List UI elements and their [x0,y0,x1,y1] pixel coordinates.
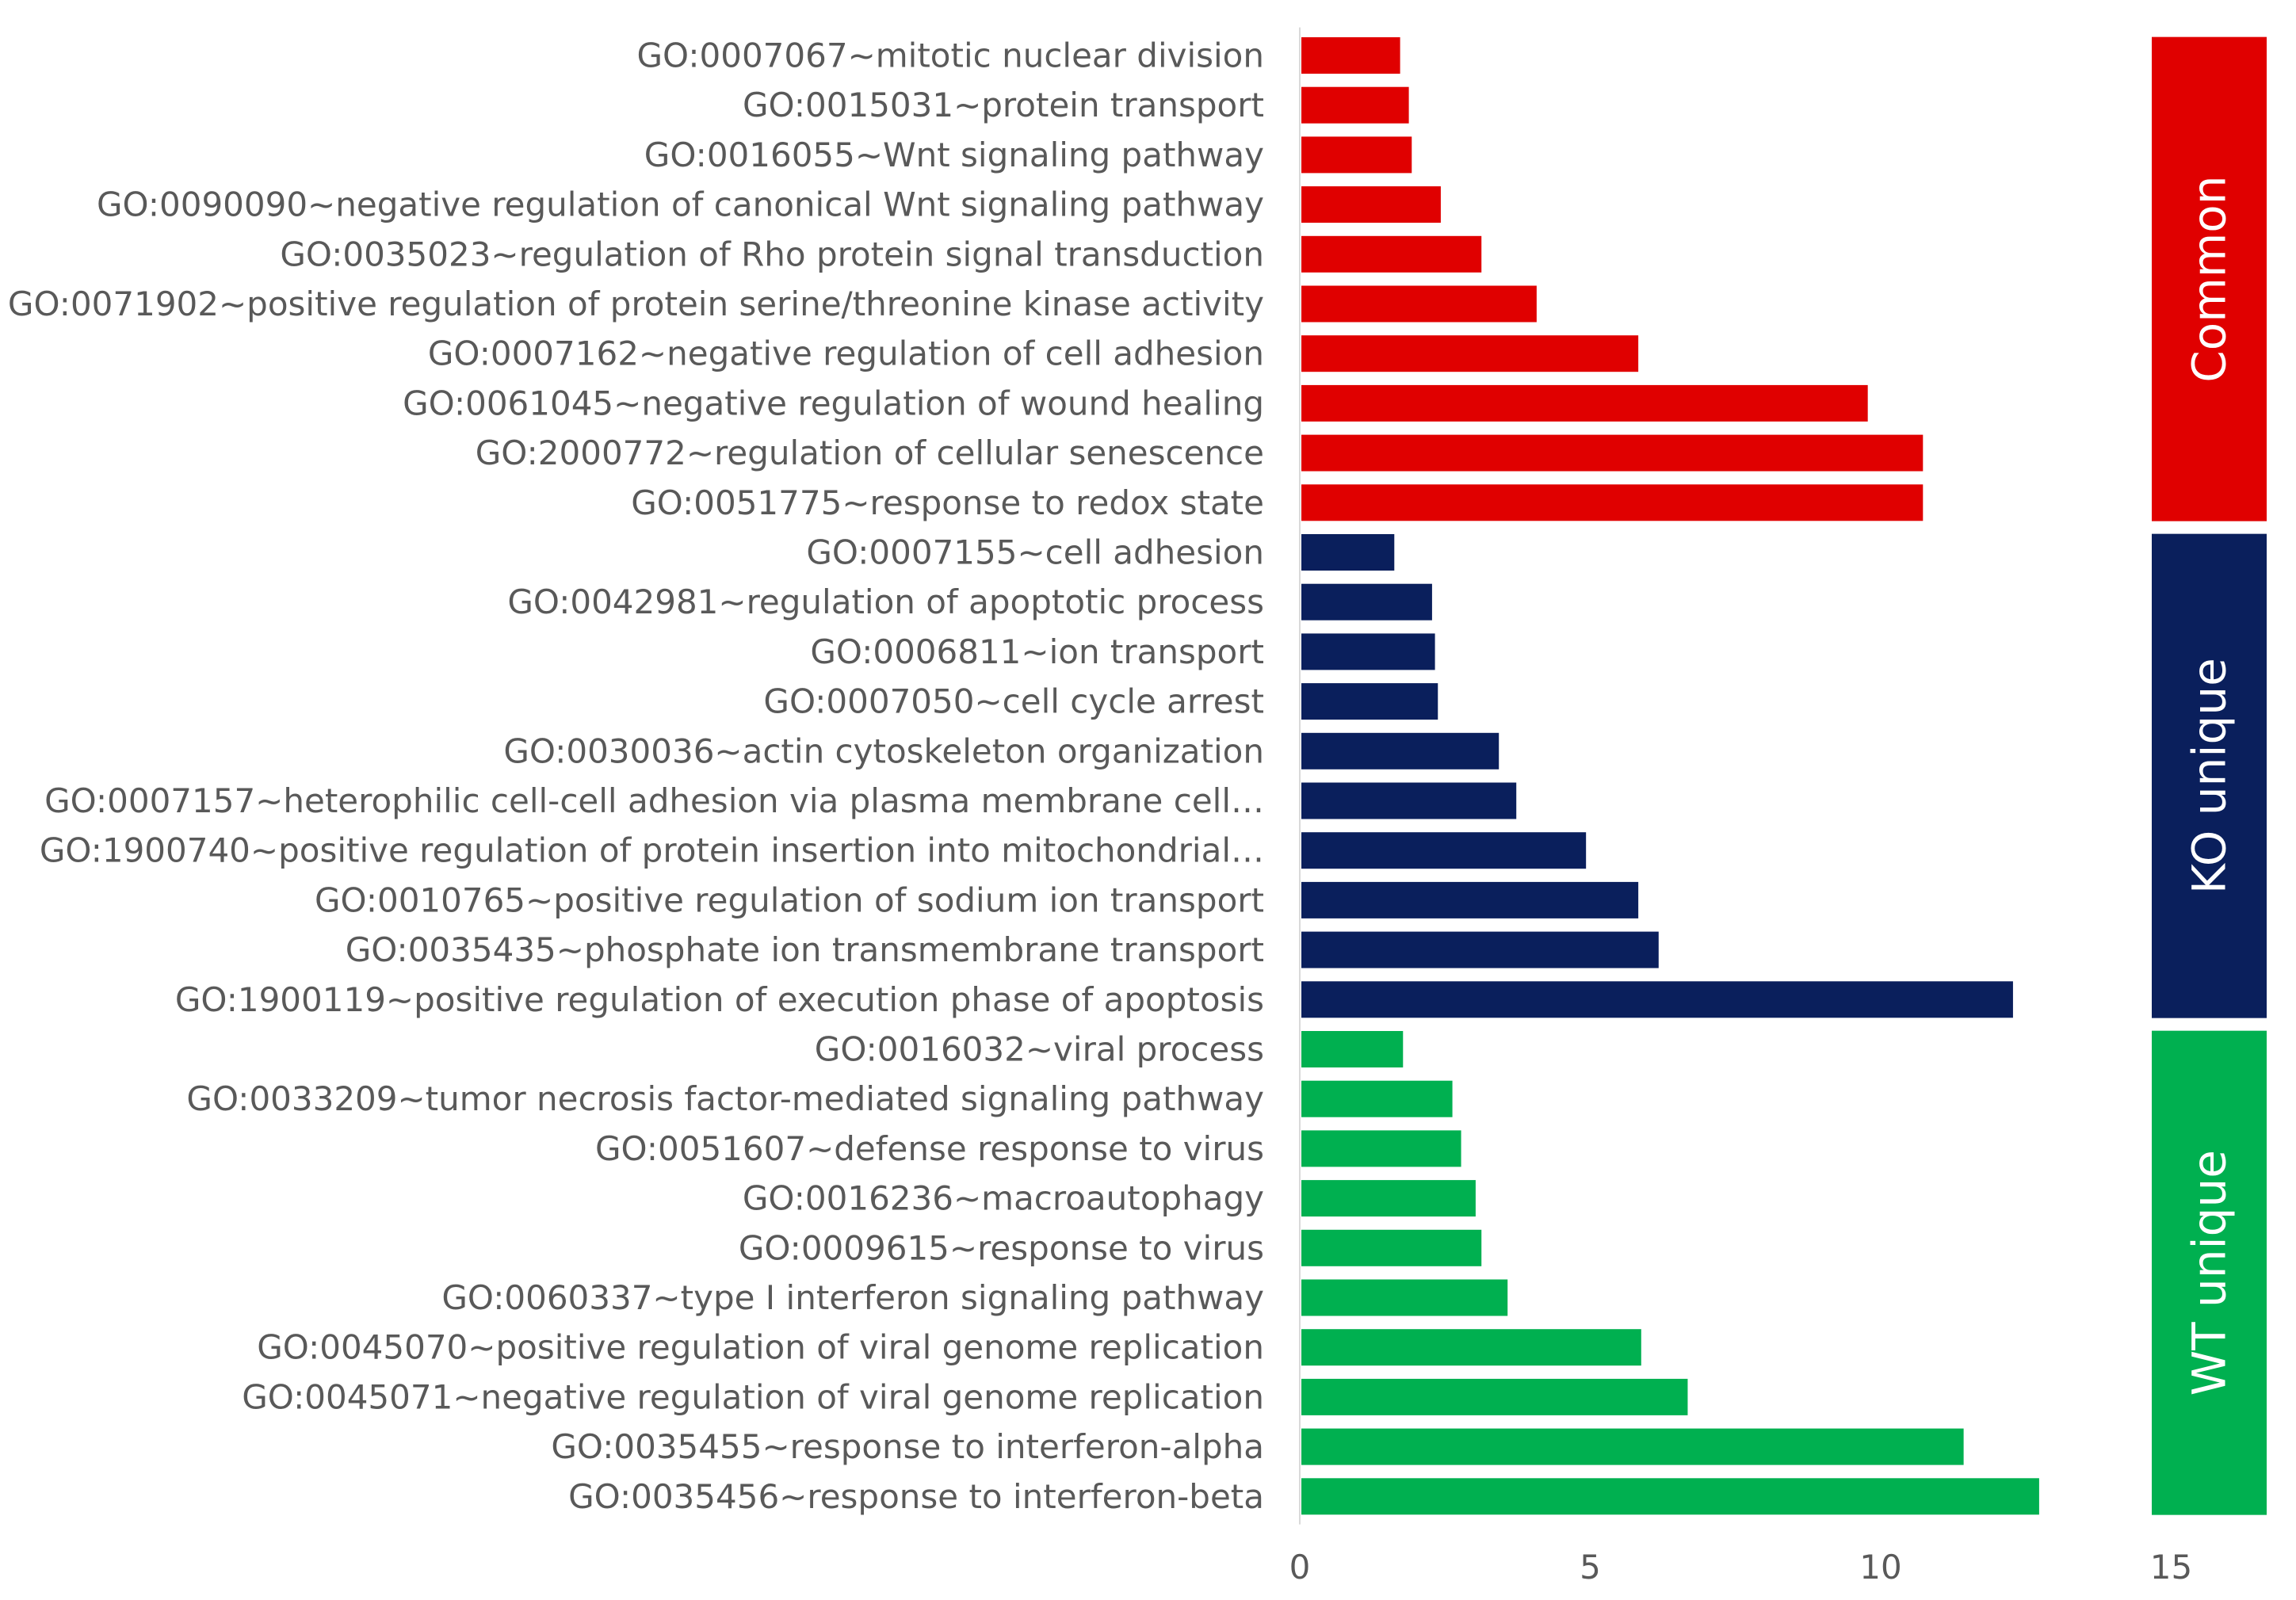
bar [1301,881,1639,918]
x-tick-label: 15 [2150,1548,2192,1587]
bar [1301,683,1438,720]
bar [1301,583,1432,621]
bar [1301,1478,2039,1515]
bar [1301,37,1400,74]
category-label: GO:0035455~response to interferon-alpha [551,1427,1264,1466]
category-label: GO:0045071~negative regulation of viral … [242,1377,1264,1416]
category-label: GO:0051607~defense response to virus [595,1129,1264,1168]
category-label: GO:0007050~cell cycle arrest [763,682,1264,721]
x-tick-label: 10 [1859,1548,1901,1587]
bar [1301,335,1639,372]
category-label: GO:0007067~mitotic nuclear division [637,36,1265,75]
category-label: GO:0051775~response to redox state [631,483,1264,522]
bar [1301,1229,1482,1266]
bar [1301,931,1659,968]
bar [1301,1031,1404,1067]
group-label: Common [2183,176,2237,383]
group-box [2152,1030,2267,1515]
category-label: GO:0035023~regulation of Rho protein sig… [280,235,1264,273]
category-label: GO:0015031~protein transport [743,86,1264,124]
group-box [2152,36,2267,521]
category-label: GO:0042981~regulation of apoptotic proce… [507,582,1264,621]
category-label: GO:0035435~phosphate ion transmembrane t… [346,930,1264,969]
x-tick-label: 0 [1289,1548,1311,1587]
group-label: WT unique [2183,1150,2237,1396]
category-label: GO:0071902~positive regulation of protei… [8,284,1264,323]
category-label: GO:0016055~Wnt signaling pathway [644,136,1264,174]
category-label: GO:0061045~negative regulation of wound … [403,384,1264,422]
bar [1301,484,1924,521]
category-label: GO:0010765~positive regulation of sodium… [315,880,1264,919]
category-label: GO:0007155~cell adhesion [806,533,1264,572]
category-label: GO:0016032~viral process [815,1030,1264,1069]
bar [1301,1180,1476,1217]
bar [1301,86,1409,124]
category-label: GO:0035456~response to interferon-beta [568,1477,1264,1516]
bar [1301,285,1537,323]
category-label: GO:1900740~positive regulation of protei… [40,831,1264,870]
bar [1301,1428,1964,1465]
category-label: GO:0007157~heterophilic cell-cell adhesi… [44,781,1264,820]
category-label: GO:0007162~negative regulation of cell a… [428,334,1264,373]
category-label: GO:0060337~type I interferon signaling p… [441,1278,1264,1317]
bar [1301,186,1441,223]
bar [1301,1378,1688,1415]
bar [1301,832,1587,869]
group-label: KO unique [2183,658,2237,894]
bar [1301,136,1412,174]
bar [1301,1279,1508,1316]
bar [1301,732,1499,769]
bar [1301,1080,1453,1117]
bar [1301,1130,1461,1167]
bar [1301,1329,1641,1366]
category-label: GO:0045070~positive regulation of viral … [257,1328,1264,1367]
category-label: GO:0090090~negative regulation of canoni… [97,185,1264,224]
bar [1301,384,1868,422]
category-label: GO:0016236~macroautophagy [743,1179,1264,1218]
x-tick-label: 5 [1580,1548,1601,1587]
category-label: GO:2000772~regulation of cellular senesc… [476,433,1264,472]
category-label: GO:0006811~ion transport [810,632,1264,671]
bar [1301,434,1924,472]
bar [1301,633,1435,670]
bar [1301,534,1395,571]
bar [1301,235,1482,273]
category-label: GO:0033209~tumor necrosis factor-mediate… [186,1079,1264,1118]
group-box [2152,533,2267,1018]
bar [1301,782,1517,819]
category-label: GO:0030036~actin cytoskeleton organizati… [503,731,1264,770]
category-label: GO:1900119~positive regulation of execut… [175,980,1264,1019]
category-label: GO:0009615~response to virus [739,1228,1264,1267]
plot-area: GO:0007067~mitotic nuclear division GO:00… [8,27,2267,1587]
bar [1301,981,2013,1018]
